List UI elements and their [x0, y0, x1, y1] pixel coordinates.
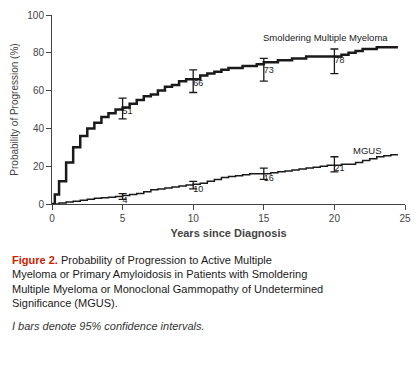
svg-text:16: 16 — [264, 173, 274, 183]
svg-text:0: 0 — [38, 199, 44, 210]
svg-text:15: 15 — [258, 213, 270, 224]
svg-text:4: 4 — [123, 195, 128, 205]
svg-text:78: 78 — [334, 55, 344, 65]
svg-text:Figure 2. Probability of Progr: Figure 2. Probability of Progression to … — [12, 254, 323, 309]
svg-text:I bars denote 95% confidence i: I bars denote 95% confidence intervals. — [12, 320, 205, 332]
svg-text:73: 73 — [264, 65, 274, 75]
svg-text:20: 20 — [33, 161, 45, 172]
svg-text:Years since Diagnosis: Years since Diagnosis — [170, 227, 286, 239]
svg-text:80: 80 — [33, 47, 45, 58]
svg-text:20: 20 — [329, 213, 341, 224]
svg-text:40: 40 — [33, 123, 45, 134]
svg-text:0: 0 — [49, 213, 55, 224]
svg-text:25: 25 — [399, 213, 411, 224]
svg-text:66: 66 — [193, 78, 203, 88]
svg-text:10: 10 — [193, 184, 203, 194]
svg-text:5: 5 — [120, 213, 126, 224]
svg-text:Probability of Progression (%): Probability of Progression (%) — [9, 43, 20, 175]
svg-text:Smoldering Multiple Myeloma: Smoldering Multiple Myeloma — [263, 32, 388, 43]
svg-text:MGUS: MGUS — [353, 145, 382, 156]
svg-text:21: 21 — [334, 163, 344, 173]
svg-text:51: 51 — [123, 106, 133, 116]
svg-text:10: 10 — [188, 213, 200, 224]
svg-text:100: 100 — [27, 10, 44, 21]
svg-text:60: 60 — [33, 85, 45, 96]
